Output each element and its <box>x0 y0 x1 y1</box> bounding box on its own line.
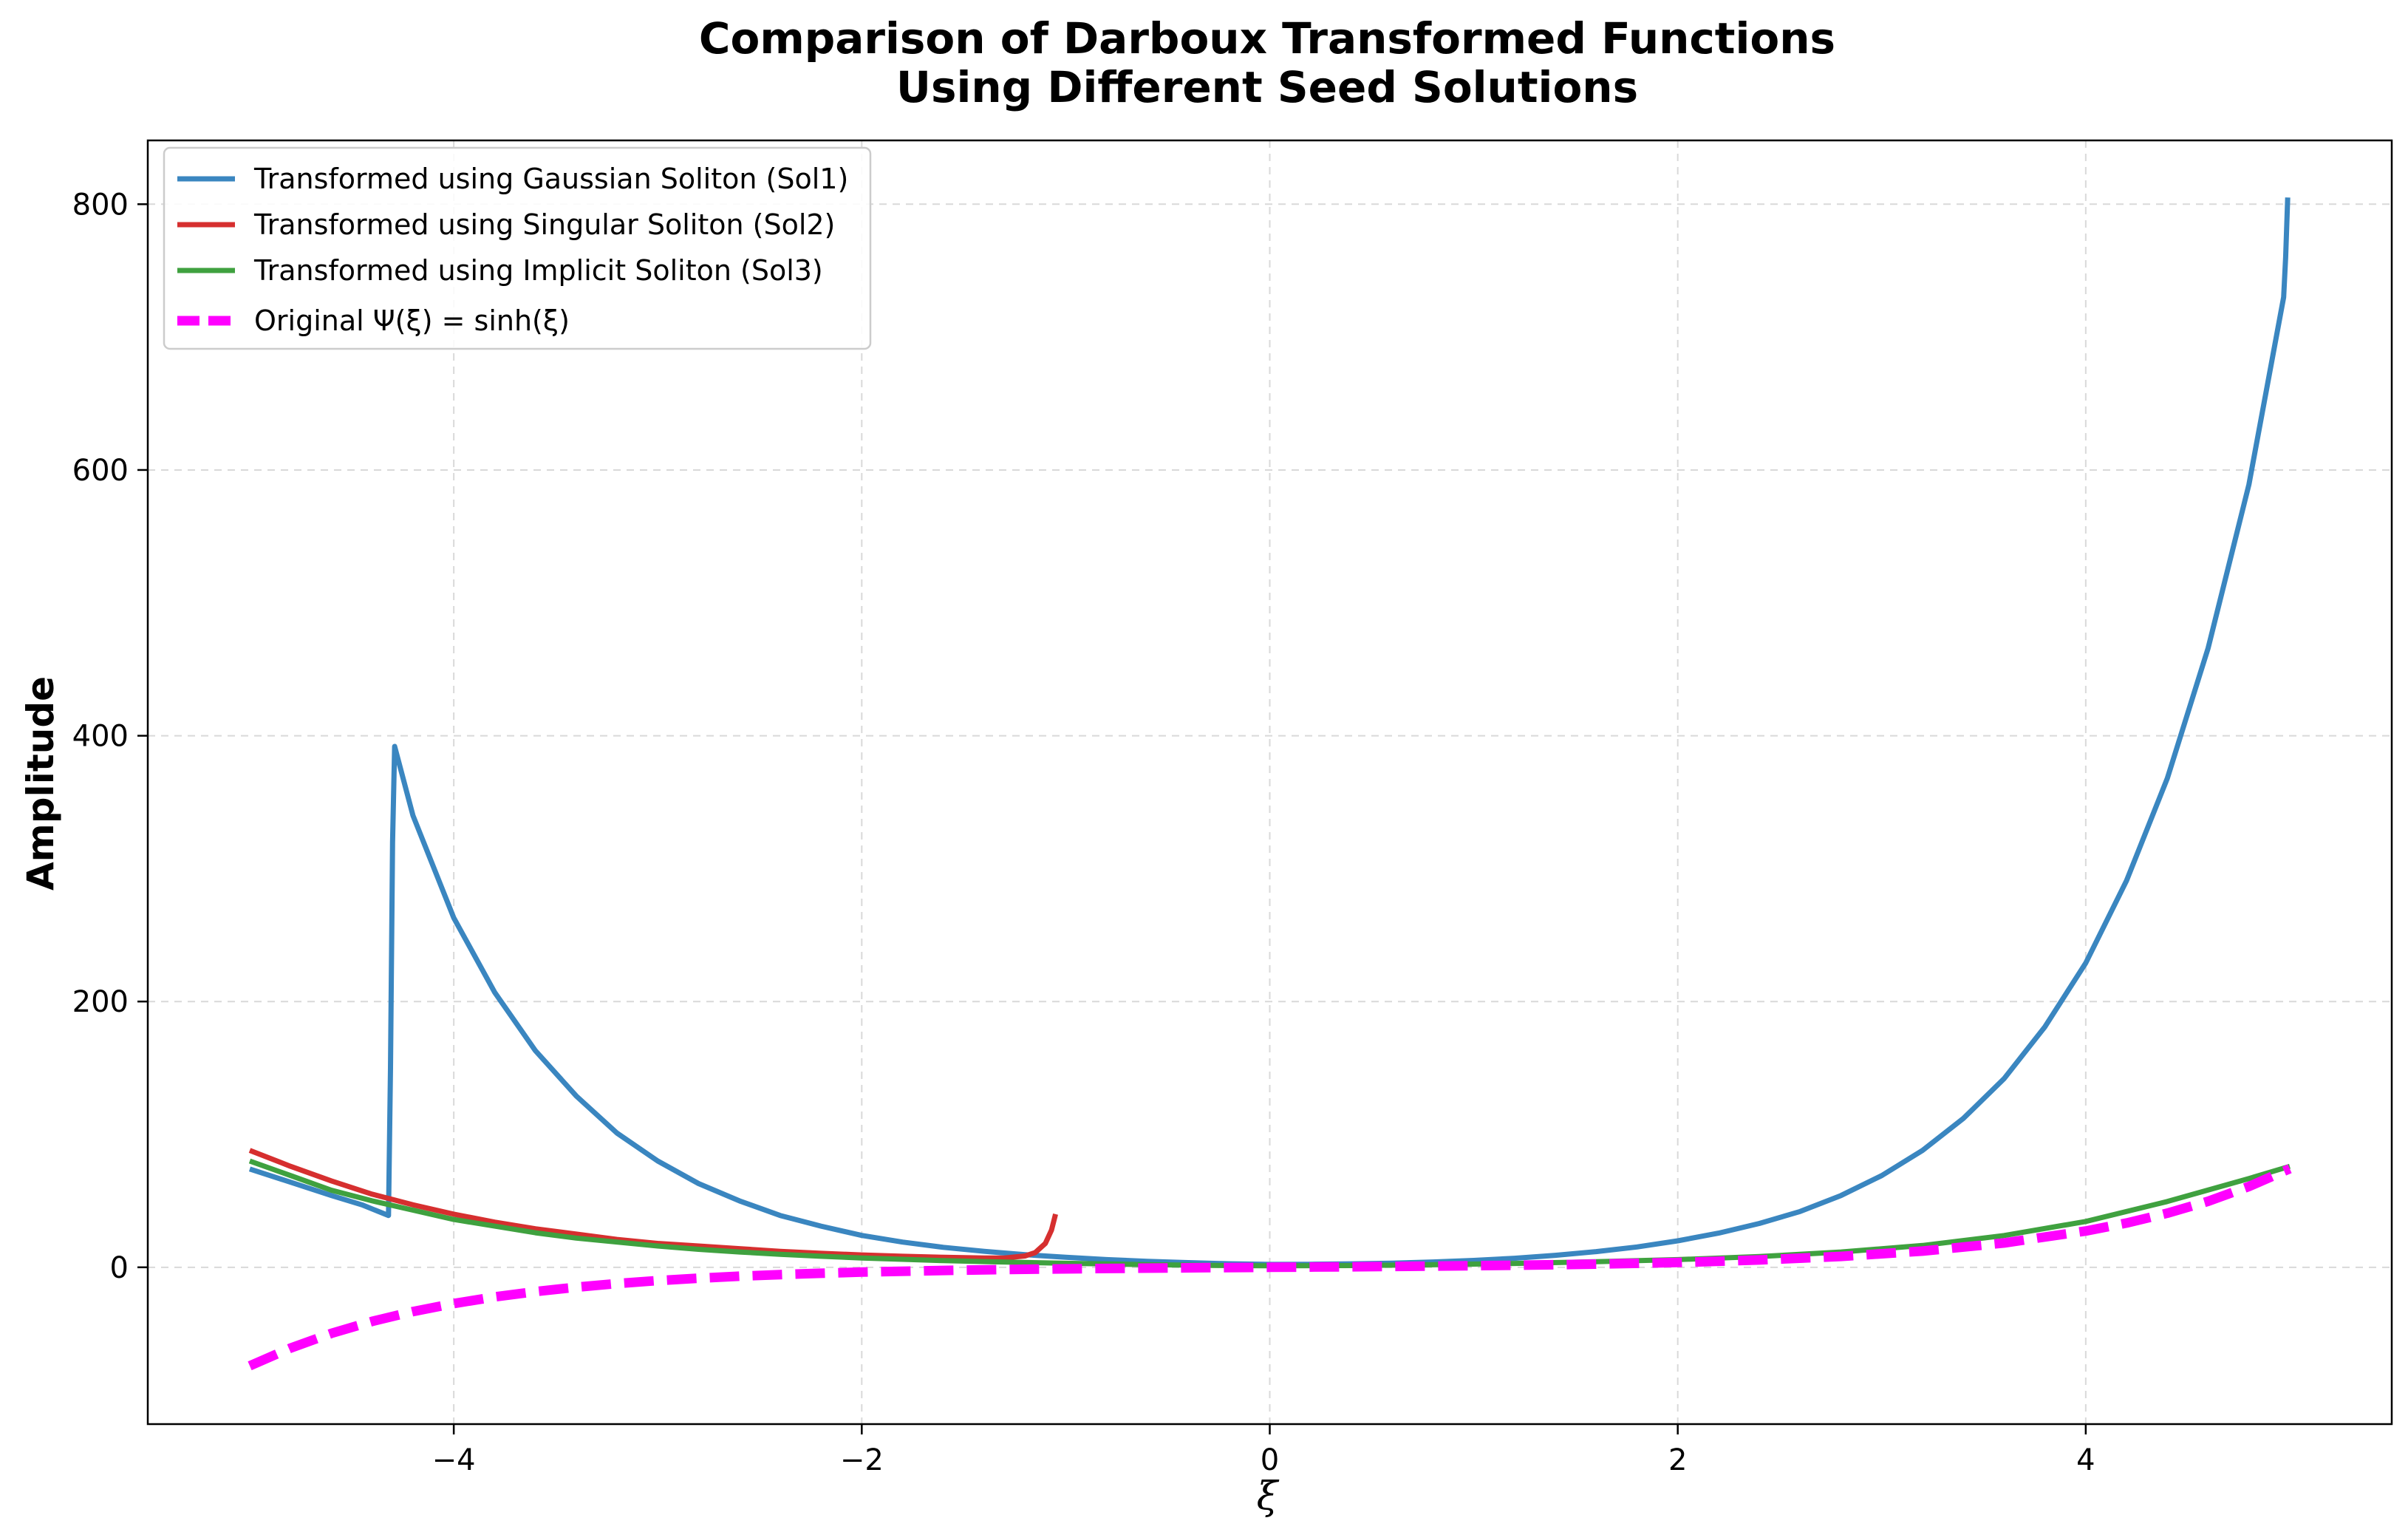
legend-label-3: Transformed using Implicit Soliton (Sol3… <box>253 254 823 287</box>
x-tick-label: 2 <box>1668 1443 1687 1477</box>
x-axis-label: ξ <box>1257 1474 1280 1519</box>
x-tick-label: −2 <box>840 1443 884 1477</box>
y-tick-label: 600 <box>72 454 129 488</box>
legend-label-1: Transformed using Gaussian Soliton (Sol1… <box>253 163 848 195</box>
y-tick-label: 200 <box>72 985 129 1019</box>
y-tick-label: 400 <box>72 720 129 754</box>
legend-label-4: Original Ψ(ξ) = sinh(ξ) <box>254 304 570 337</box>
chart-title-line2: Using Different Seed Solutions <box>896 62 1638 112</box>
series-lines <box>248 197 2292 1371</box>
legend: Transformed using Gaussian Soliton (Sol1… <box>163 146 872 350</box>
y-tick-label: 0 <box>110 1251 129 1285</box>
axis-ticks: −4 −2 0 2 4 0 200 400 600 800 <box>72 188 2095 1477</box>
chart-title-line1: Comparison of Darboux Transformed Functi… <box>699 13 1835 64</box>
x-tick-label: −4 <box>432 1443 476 1477</box>
plot-frame <box>146 139 2393 1426</box>
legend-box <box>163 146 872 350</box>
series-line-3 <box>248 1158 2291 1269</box>
y-axis-label: Amplitude <box>19 676 62 891</box>
x-tick-label: 0 <box>1261 1443 1279 1477</box>
series-line-4 <box>248 1164 2292 1371</box>
series-line-2 <box>248 1148 1058 1261</box>
x-tick-label: 4 <box>2076 1443 2095 1477</box>
legend-label-2: Transformed using Singular Soliton (Sol2… <box>253 208 835 241</box>
y-tick-label: 800 <box>72 188 129 222</box>
